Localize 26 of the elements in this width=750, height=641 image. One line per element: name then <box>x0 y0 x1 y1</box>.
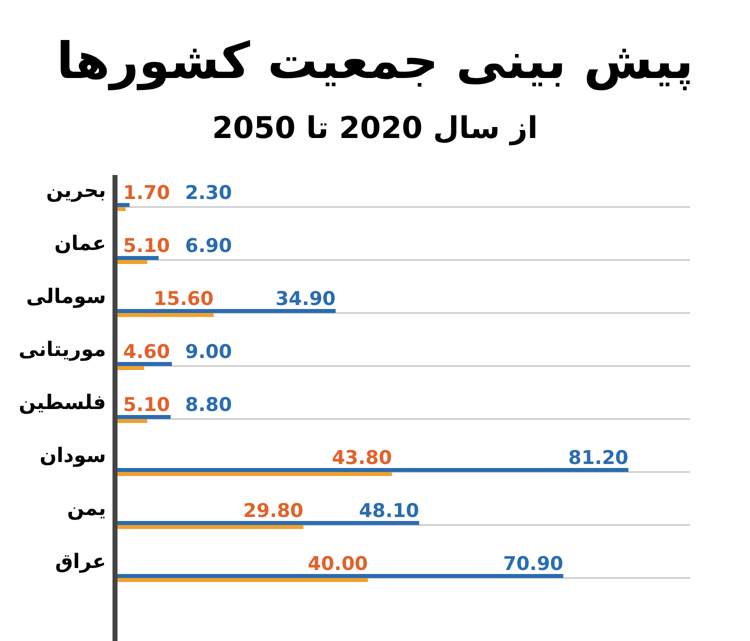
data-label: 48.10 <box>359 500 420 522</box>
data-label: 1.70 <box>123 182 170 204</box>
data-label: 6.90 <box>185 235 232 257</box>
data-label: 4.60 <box>123 341 170 363</box>
chart-title: پیش بینی جمعیت کشورها <box>56 32 694 91</box>
data-label: 34.90 <box>276 288 336 310</box>
y-tick-label: فلسطین <box>18 390 106 414</box>
y-tick-label: موریتانی <box>18 337 106 361</box>
data-label: 15.60 <box>154 288 214 310</box>
data-label: 8.80 <box>185 394 232 416</box>
data-label: 5.10 <box>123 394 170 416</box>
chart-subtitle: از سال 2020 تا 2050 <box>212 111 538 146</box>
data-label: 70.90 <box>503 553 564 575</box>
data-label: 29.80 <box>243 500 304 522</box>
data-label: 43.80 <box>332 447 392 469</box>
y-tick-label: سودان <box>40 443 106 467</box>
y-tick-label: سومالی <box>26 284 106 308</box>
data-label: 5.10 <box>123 235 170 257</box>
y-tick-label: یمن <box>67 496 106 520</box>
data-label: 9.00 <box>185 341 232 363</box>
data-label: 81.20 <box>568 447 628 469</box>
y-tick-label: بحرین <box>46 178 106 202</box>
y-tick-label: عراق <box>55 549 106 573</box>
data-label: 2.30 <box>185 182 232 204</box>
data-label: 40.00 <box>308 553 368 575</box>
y-tick-label: عمان <box>54 231 106 255</box>
